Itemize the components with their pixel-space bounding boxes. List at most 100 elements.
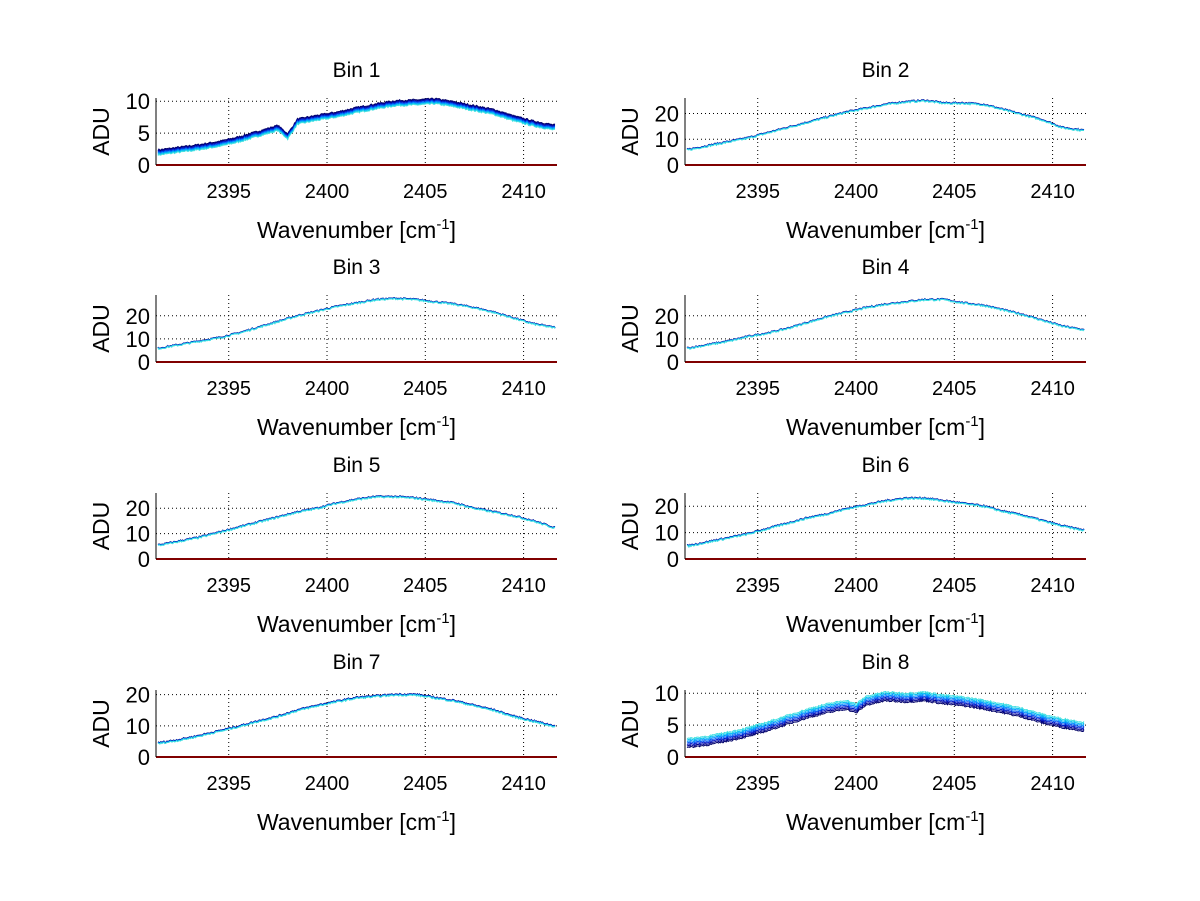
y-tick-label: 5 [667,713,679,738]
x-axis-label-end: ] [979,414,985,440]
y-tick-label: 20 [655,101,679,126]
x-axis-label-end: ] [450,611,456,637]
x-axis-label-end: ] [979,217,985,243]
y-tick-label: 0 [138,153,150,178]
y-axis-label: ADU [617,699,643,748]
x-tick-label: 2395 [206,378,251,400]
x-tick-label: 2410 [1030,575,1075,597]
x-axis-label-text: Wavenumber [cm [786,414,965,440]
y-tick-label: 0 [667,547,679,572]
y-tick-label: 0 [667,745,679,770]
y-tick-label: 20 [126,683,150,708]
x-axis-label-superscript: -1 [436,808,449,825]
y-tick-label: 20 [655,494,679,519]
x-tick-label: 2410 [1030,773,1075,795]
x-axis-label: Wavenumber [cm-1] [786,808,985,835]
series-line-5 [157,100,556,155]
series-line-6 [686,692,1085,741]
series-line-7 [157,102,556,156]
series-line-2 [157,98,556,152]
x-tick-label: 2410 [501,378,546,400]
subplot-title: Bin 8 [862,651,910,674]
x-axis-label-text: Wavenumber [cm [786,809,965,835]
y-axis-label: ADU [88,699,114,748]
x-tick-label: 2410 [501,575,546,597]
x-axis-label: Wavenumber [cm-1] [257,216,456,243]
x-axis-label-text: Wavenumber [cm [257,217,436,243]
y-tick-label: 20 [655,304,679,329]
y-tick-label: 20 [126,496,150,521]
x-tick-label: 2405 [403,575,448,597]
y-tick-label: 10 [126,89,150,114]
series-line-4 [157,100,556,154]
x-tick-label: 2400 [305,773,350,795]
subplot-title: Bin 5 [333,454,381,477]
y-tick-label: 0 [138,745,150,770]
y-axis-label: ADU [88,107,114,156]
x-tick-label: 2405 [932,575,977,597]
subplot-title: Bin 7 [333,651,381,674]
x-axis-label: Wavenumber [cm-1] [786,413,985,440]
x-tick-label: 2400 [305,575,350,597]
x-tick-label: 2400 [834,181,879,203]
x-tick-label: 2395 [735,181,780,203]
x-axis-label: Wavenumber [cm-1] [257,808,456,835]
y-tick-label: 10 [655,127,679,152]
x-axis-label: Wavenumber [cm-1] [257,413,456,440]
y-axis-label: ADU [88,304,114,353]
series-line-4 [686,695,1085,744]
x-axis-label-end: ] [450,217,456,243]
x-tick-label: 2410 [1030,181,1075,203]
y-tick-label: 0 [138,547,150,572]
x-axis-label: Wavenumber [cm-1] [257,610,456,637]
series-line-3 [157,99,556,153]
x-tick-label: 2395 [206,181,251,203]
x-tick-label: 2410 [1030,378,1075,400]
subplot-title: Bin 1 [333,59,381,82]
subplot-title: Bin 4 [862,256,910,279]
y-axis-label: ADU [88,502,114,551]
y-tick-label: 10 [126,522,150,547]
series-line-7 [157,694,556,745]
y-axis-label: ADU [617,304,643,353]
series-line-5 [686,693,1085,743]
subplot-1: 2395 2400 2405 2410 0 5 10 Bin 1 Wavenumber [cm-… [88,59,557,243]
x-axis-label: Wavenumber [cm-1] [786,216,985,243]
y-tick-label: 0 [667,350,679,375]
series-line-7 [686,298,1085,350]
x-tick-label: 2405 [403,181,448,203]
x-tick-label: 2405 [403,773,448,795]
series-line-1 [686,699,1085,749]
series-line-7 [686,690,1085,740]
subplot-title: Bin 2 [862,59,910,82]
x-axis-label-text: Wavenumber [cm [257,611,436,637]
y-tick-label: 10 [126,327,150,352]
series-line-7 [157,495,556,547]
x-axis-label-superscript: -1 [965,808,978,825]
x-tick-label: 2395 [735,378,780,400]
x-axis-label-end: ] [979,809,985,835]
series-line-2 [686,698,1085,747]
y-tick-label: 10 [655,681,679,706]
x-axis-label-end: ] [450,414,456,440]
x-axis-label-superscript: -1 [436,610,449,627]
x-tick-label: 2395 [206,575,251,597]
y-axis-label: ADU [617,502,643,551]
x-tick-label: 2400 [305,181,350,203]
x-tick-label: 2400 [834,378,879,400]
x-tick-label: 2395 [735,575,780,597]
series-line-1 [157,97,556,151]
x-tick-label: 2395 [206,773,251,795]
x-tick-label: 2400 [834,773,879,795]
y-tick-label: 10 [655,327,679,352]
x-tick-label: 2405 [403,378,448,400]
x-axis-label-text: Wavenumber [cm [786,611,965,637]
x-axis-label-superscript: -1 [965,413,978,430]
